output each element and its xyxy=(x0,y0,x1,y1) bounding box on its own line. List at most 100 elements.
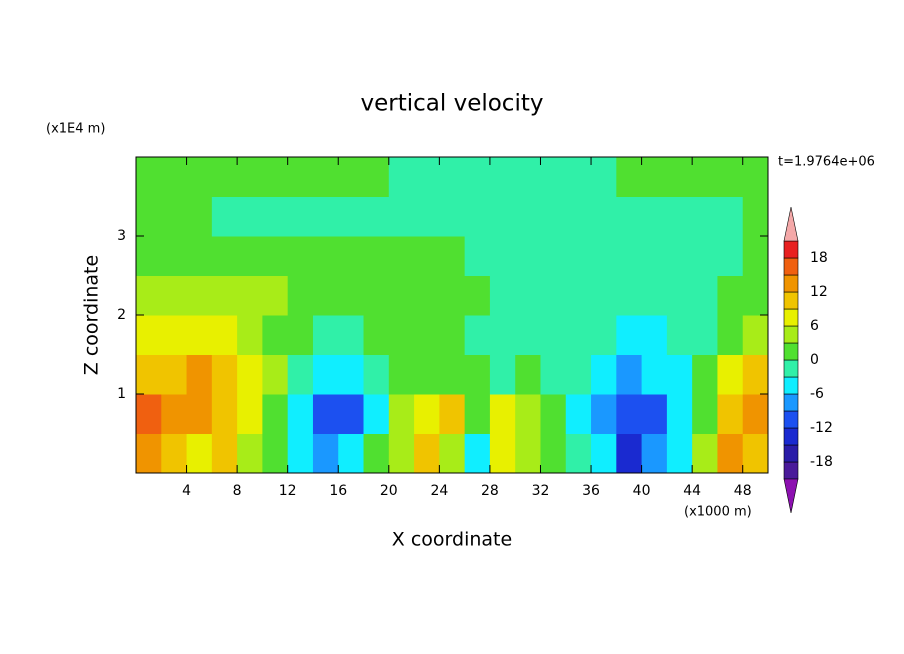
contour-cell xyxy=(616,275,643,316)
contour-cell xyxy=(717,354,744,395)
contour-cell xyxy=(464,157,491,197)
contour-cell xyxy=(262,354,289,395)
contour-cell xyxy=(641,157,668,197)
contour-cell xyxy=(540,394,567,434)
contour-cell xyxy=(515,433,541,474)
contour-cell xyxy=(312,354,339,395)
contour-cell xyxy=(666,433,693,474)
contour-cell xyxy=(312,433,339,474)
contour-cell xyxy=(262,196,289,237)
x-tick-label: 4 xyxy=(182,483,191,499)
colorbar-box xyxy=(783,308,799,327)
contour-cell xyxy=(515,394,541,434)
contour-cell xyxy=(237,433,263,474)
contour-cell xyxy=(363,275,390,316)
colorbar-tick-label: 12 xyxy=(810,284,828,300)
contour-cell xyxy=(565,433,592,474)
contour-cell xyxy=(666,275,693,316)
contour-cell xyxy=(591,433,617,474)
contour-cell xyxy=(136,196,162,237)
contour-cell xyxy=(489,275,516,316)
contour-cell xyxy=(312,236,339,276)
contour-cell xyxy=(338,354,365,395)
x-axis-label: X coordinate xyxy=(392,529,512,551)
contour-cell xyxy=(287,275,314,316)
contour-cell xyxy=(414,354,440,395)
colorbar-box xyxy=(783,342,799,361)
contour-cell xyxy=(312,196,339,237)
contour-cell xyxy=(666,394,693,434)
contour-cell xyxy=(363,315,390,355)
colorbar-box xyxy=(783,427,799,446)
contour-cell xyxy=(414,275,440,316)
contour-cell xyxy=(616,354,643,395)
contour-cell xyxy=(641,275,668,316)
contour-cell xyxy=(237,157,263,197)
contour-cell xyxy=(136,275,162,316)
colorbar-tick-label: 6 xyxy=(810,318,819,334)
contour-cell xyxy=(136,433,162,474)
contour-cell xyxy=(540,275,567,316)
contour-cell xyxy=(616,157,643,197)
contour-cell xyxy=(414,157,440,197)
contour-cell xyxy=(717,275,744,316)
contour-cell xyxy=(211,433,238,474)
contour-cell xyxy=(464,394,491,434)
colorbar-box xyxy=(783,291,799,310)
x-tick-label: 32 xyxy=(532,483,550,499)
colorbar-box xyxy=(783,461,799,480)
contour-cell xyxy=(262,315,289,355)
contour-cell xyxy=(692,315,718,355)
contour-cell xyxy=(591,394,617,434)
contour-cell xyxy=(692,157,718,197)
contour-cell xyxy=(388,433,415,474)
contour-cell xyxy=(540,315,567,355)
contour-cell xyxy=(287,157,314,197)
contour-cell xyxy=(489,433,516,474)
contour-cell xyxy=(717,315,744,355)
colorbar-tick-label: -12 xyxy=(810,420,833,436)
contour-cell xyxy=(666,236,693,276)
contour-cell xyxy=(641,315,668,355)
contour-cell xyxy=(211,157,238,197)
contour-cell xyxy=(717,433,744,474)
contour-cell xyxy=(692,275,718,316)
contour-cell xyxy=(616,433,643,474)
contour-cell xyxy=(666,354,693,395)
contour-cell xyxy=(515,236,541,276)
contour-cell xyxy=(414,196,440,237)
x-tick-label: 36 xyxy=(582,483,600,499)
contour-cell xyxy=(515,157,541,197)
contour-cell xyxy=(363,394,390,434)
contour-cell xyxy=(161,394,188,434)
contour-cell xyxy=(237,275,263,316)
contour-cell xyxy=(439,433,466,474)
contour-cell xyxy=(565,315,592,355)
contour-cell xyxy=(186,236,213,276)
contour-cell xyxy=(515,275,541,316)
contour-cell xyxy=(565,354,592,395)
chart-title: vertical velocity xyxy=(361,91,544,117)
contour-cell xyxy=(742,157,769,197)
contour-cell xyxy=(439,354,466,395)
contour-cell xyxy=(338,236,365,276)
contour-cell xyxy=(717,196,744,237)
contour-cell xyxy=(414,433,440,474)
contour-cell xyxy=(489,157,516,197)
x-tick-label: 24 xyxy=(430,483,448,499)
contour-cell xyxy=(237,394,263,434)
contour-cell xyxy=(312,275,339,316)
contour-cell xyxy=(338,275,365,316)
y-tick-label: 1 xyxy=(117,386,126,402)
colorbar-box xyxy=(783,257,799,276)
contour-cell xyxy=(363,236,390,276)
contour-cell xyxy=(388,315,415,355)
contour-cell xyxy=(742,275,769,316)
contour-cell xyxy=(616,236,643,276)
contour-cell xyxy=(489,196,516,237)
contour-cell xyxy=(312,157,339,197)
contour-cell xyxy=(692,196,718,237)
contour-cell xyxy=(489,315,516,355)
contour-cell xyxy=(439,236,466,276)
colorbar-box xyxy=(783,359,799,378)
